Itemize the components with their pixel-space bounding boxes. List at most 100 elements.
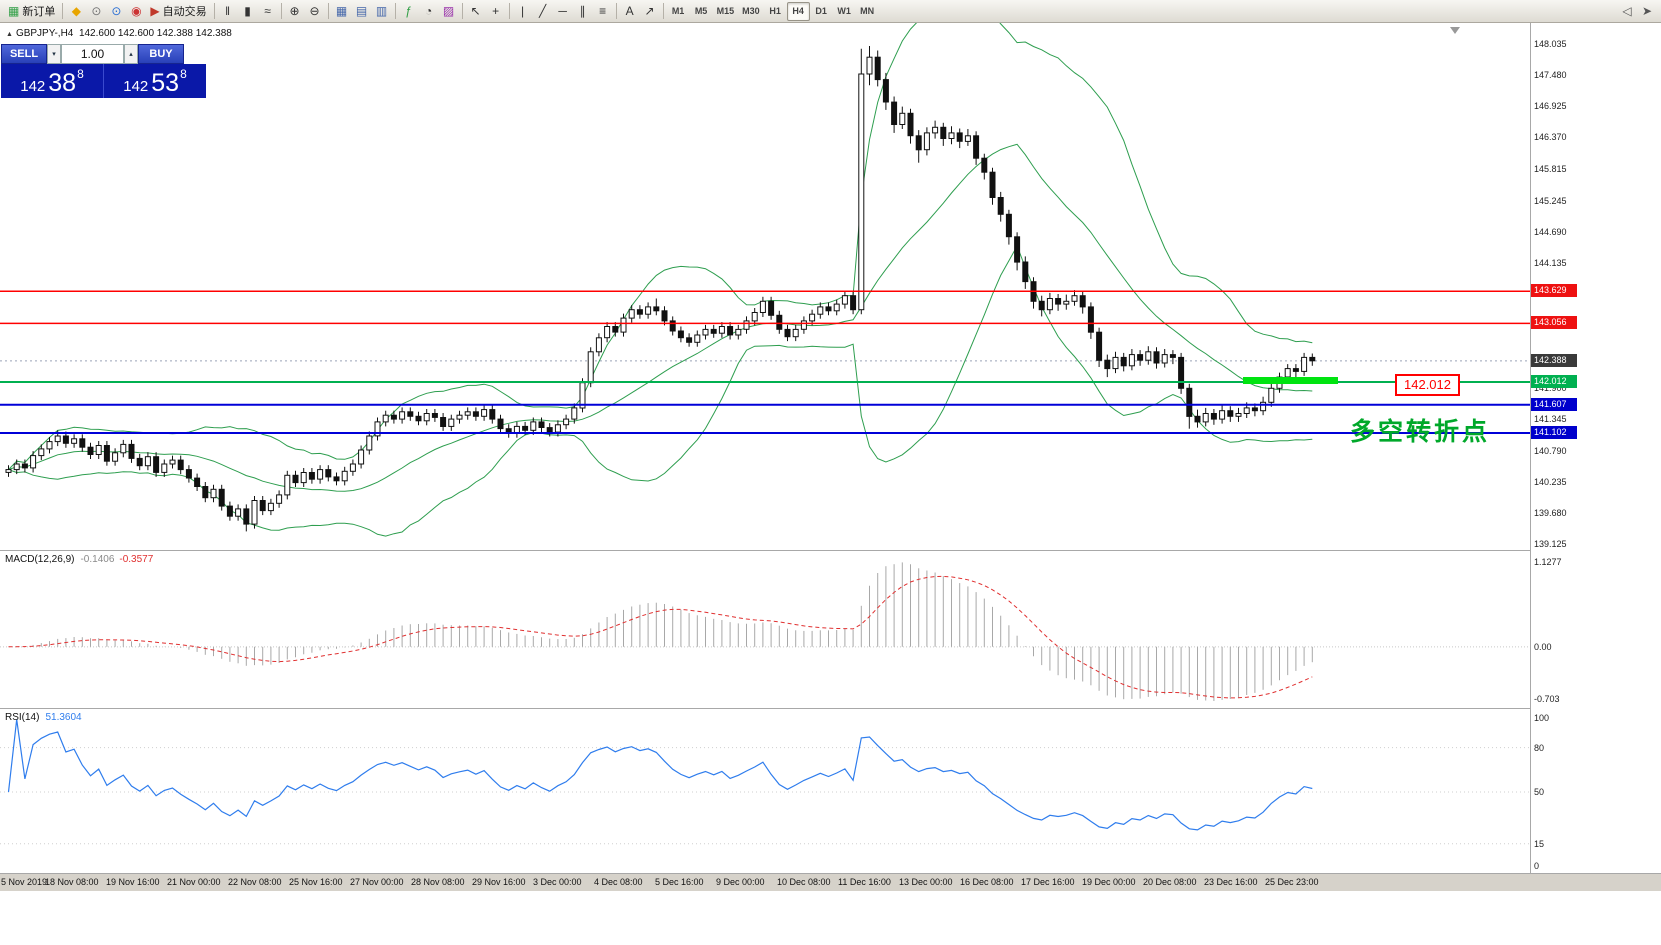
price-axis-label: 148.035 <box>1534 39 1567 49</box>
fibonacci-icon: ≡ <box>599 4 607 18</box>
news-icon-button[interactable]: ◉ <box>126 2 146 21</box>
mql5-icon-button[interactable]: ◆ <box>66 2 86 21</box>
autotrading-button[interactable]: ▶ 自动交易 <box>146 2 210 21</box>
market-icon-icon: ⊙ <box>91 4 102 18</box>
price-axis-badge: 141.102 <box>1531 426 1577 440</box>
timeframe-m15-button[interactable]: M15 <box>713 2 739 21</box>
cursor-button[interactable]: ↖ <box>466 2 486 21</box>
toolbar-separator <box>280 3 282 19</box>
time-axis-label: 17 Dec 16:00 <box>1021 877 1075 887</box>
buy-price[interactable]: 142 53 8 <box>123 67 187 97</box>
crosshair-button[interactable]: + <box>486 2 506 21</box>
buy-button[interactable]: BUY <box>138 44 184 64</box>
price-axis-label: 146.370 <box>1534 132 1567 143</box>
timeframe-m5-button-label: M5 <box>694 6 708 16</box>
annotation-text[interactable]: 多空转折点 <box>1350 418 1491 446</box>
rsi-axis-label: 15 <box>1534 838 1545 849</box>
price-axis-badge: 142.012 <box>1531 374 1577 388</box>
price-axis-badge: 142.388 <box>1531 353 1577 367</box>
bar-chart-icon-button[interactable]: ‖ <box>218 2 238 21</box>
timeframe-h4-button-label: H4 <box>792 6 804 16</box>
volume-down-button[interactable]: ▾ <box>47 44 61 64</box>
vertical-line-button[interactable]: | <box>513 2 533 21</box>
timeframe-m30-button[interactable]: M30 <box>738 2 764 21</box>
trendline-button[interactable]: ╱ <box>533 2 553 21</box>
toolbar-separator <box>327 3 329 19</box>
macd-axis-label: 1.1277 <box>1534 557 1562 568</box>
price-axis-label: 145.245 <box>1534 195 1567 206</box>
rsi-axis-label: 0 <box>1534 861 1540 871</box>
volume-input[interactable] <box>61 44 124 64</box>
text-label-button[interactable]: A <box>620 2 640 21</box>
time-axis-label: 3 Dec 00:00 <box>533 877 582 887</box>
time-axis-label: 23 Dec 16:00 <box>1204 877 1258 887</box>
time-axis-label: 13 Dec 00:00 <box>899 877 953 887</box>
rsi-axis-label: 100 <box>1534 713 1550 723</box>
timeframe-w1-button[interactable]: W1 <box>833 2 856 21</box>
time-axis-label: 27 Nov 00:00 <box>350 877 404 887</box>
macd-label: MACD(12,26,9) -0.1406 -0.3577 <box>5 554 154 565</box>
templates-button[interactable]: ▨ <box>439 2 459 21</box>
market-icon-button[interactable]: ⊙ <box>86 2 106 21</box>
channel-icon: ∥ <box>579 4 586 18</box>
cascade-windows-button[interactable]: ▥ <box>372 2 392 21</box>
price-callout-box[interactable]: 142.012 <box>1395 374 1460 396</box>
periods-icon: ◔ <box>424 4 433 18</box>
time-axis-label: 4 Dec 08:00 <box>594 877 643 887</box>
timeframe-h4-button[interactable]: H4 <box>786 1 810 21</box>
tile-windows-button[interactable]: ▦ <box>332 2 352 21</box>
periods-button[interactable]: ◔ <box>419 2 439 21</box>
sell-button[interactable]: SELL <box>1 44 47 64</box>
timeframe-m1-button[interactable]: M1 <box>667 2 690 21</box>
time-axis-label: 20 Dec 08:00 <box>1143 877 1197 887</box>
timeframe-mn-button-label: MN <box>860 6 875 16</box>
zoom-in-icon: ⊕ <box>289 4 300 18</box>
time-axis-label: 28 Nov 08:00 <box>411 877 465 887</box>
macd-pane-canvas[interactable] <box>0 551 1530 708</box>
price-axis-label: 144.690 <box>1534 226 1567 237</box>
main-chart-canvas[interactable] <box>0 23 1530 550</box>
pane-separator[interactable] <box>0 708 1530 709</box>
pane-separator[interactable] <box>0 550 1530 551</box>
price-axis-badge: 143.629 <box>1531 284 1577 298</box>
pointer-icon-icon: ➤ <box>1641 4 1653 18</box>
arrows-button[interactable]: ↗ <box>640 2 660 21</box>
time-axis-label: 19 Dec 00:00 <box>1082 877 1136 887</box>
sell-price[interactable]: 142 38 8 <box>20 67 84 97</box>
timeframe-m5-button[interactable]: M5 <box>690 2 713 21</box>
line-chart-icon-icon: ≈ <box>264 4 271 18</box>
bar-chart-icon-icon: ‖ <box>225 4 231 18</box>
timeframe-mn-button[interactable]: MN <box>856 2 879 21</box>
toolbar-separator <box>508 3 510 19</box>
pointer-icon-button[interactable]: ➤ <box>1637 2 1657 21</box>
price-axis-badge: 143.056 <box>1531 316 1577 330</box>
price-axis-badge: 141.607 <box>1531 397 1577 411</box>
toolbar-separator <box>662 3 664 19</box>
hosting-icon-icon: ⊙ <box>111 4 122 18</box>
new-order-button[interactable]: ▦ 新订单 <box>4 2 59 21</box>
timeframe-d1-button[interactable]: D1 <box>810 2 833 21</box>
symbol-name: GBPJPY-,H4 <box>15 28 74 39</box>
rsi-pane-canvas[interactable] <box>0 709 1530 873</box>
price-axis-label: 141.345 <box>1534 414 1567 425</box>
sound-icon-button[interactable]: ◁ <box>1617 2 1637 21</box>
sound-icon-icon: ◁ <box>1622 4 1632 18</box>
indicators-button[interactable]: ƒ <box>399 2 419 21</box>
fibonacci-button[interactable]: ≡ <box>593 2 613 21</box>
templates-icon: ▨ <box>442 4 455 18</box>
arrange-windows-button[interactable]: ▤ <box>352 2 372 21</box>
channel-button[interactable]: ∥ <box>573 2 593 21</box>
zoom-out-button[interactable]: ⊖ <box>305 2 325 21</box>
candle-chart-icon-button[interactable]: ▮ <box>238 2 258 21</box>
trendline-icon: ╱ <box>538 4 547 18</box>
timeframe-h1-button[interactable]: H1 <box>764 2 787 21</box>
hosting-icon-button[interactable]: ⊙ <box>106 2 126 21</box>
zoom-in-button[interactable]: ⊕ <box>285 2 305 21</box>
volume-up-button[interactable]: ▴ <box>124 44 138 64</box>
line-chart-icon-button[interactable]: ≈ <box>258 2 278 21</box>
mql5-icon-icon: ◆ <box>71 4 81 18</box>
time-axis[interactable]: 5 Nov 2019 18 Nov 08:00 19 Nov 16:00 21 Nov… <box>0 873 1661 891</box>
horizontal-line-button[interactable]: ─ <box>553 2 573 21</box>
cascade-windows-icon: ▥ <box>375 4 388 18</box>
time-axis-label: 11 Dec 16:00 <box>838 877 891 887</box>
